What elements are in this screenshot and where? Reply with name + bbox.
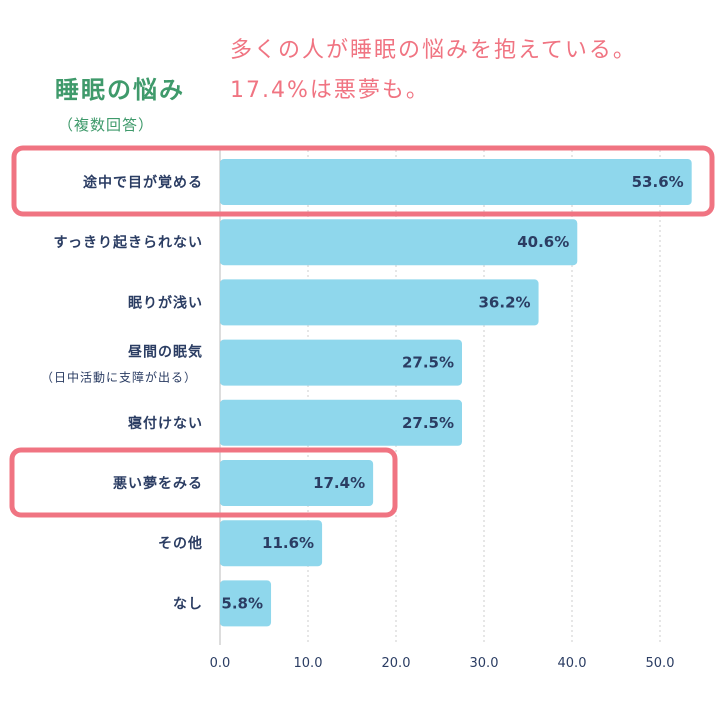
value-label: 36.2% [479, 293, 531, 311]
value-label: 53.6% [632, 173, 684, 191]
value-label: 27.5% [402, 354, 454, 372]
category-label: 寝付けない [128, 415, 203, 432]
bar [220, 520, 323, 567]
x-tick-label: 10.0 [294, 656, 323, 671]
headline-line1: 多くの人が睡眠の悩みを抱えている。 [230, 38, 637, 63]
x-tick-label: 40.0 [558, 656, 587, 671]
category-label: 昼間の眠気 [128, 344, 203, 361]
category-label: 眠りが浅い [128, 294, 203, 311]
value-label: 17.4% [313, 474, 365, 492]
value-label: 27.5% [402, 414, 454, 432]
value-label: 5.8% [221, 594, 263, 612]
highlight-box [9, 447, 398, 518]
x-tick-label: 0.0 [210, 656, 231, 671]
value-label: 40.6% [517, 233, 569, 251]
bar [220, 580, 272, 627]
highlight-box [11, 145, 715, 217]
category-label: その他 [158, 535, 203, 552]
x-tick-label: 30.0 [470, 656, 499, 671]
category-label: 悪い夢をみる [113, 475, 203, 492]
bar [220, 159, 692, 205]
value-label: 11.6% [262, 534, 314, 552]
bar [220, 399, 462, 446]
category-label: なし [173, 596, 203, 612]
bar [220, 279, 539, 326]
category-label: すっきり起きられない [54, 234, 203, 251]
category-label: 途中で目が覚める [83, 174, 203, 191]
bar [220, 219, 578, 266]
bar [220, 339, 462, 386]
x-tick-label: 50.0 [646, 656, 675, 671]
category-note: （日中活動に支障が出る） [41, 370, 197, 385]
headline-line2: 17.4%は悪夢も。 [230, 78, 430, 103]
x-tick-label: 20.0 [382, 656, 411, 671]
chart-title: 睡眠の悩み [55, 76, 185, 104]
chart-subtitle: （複数回答） [58, 116, 155, 134]
bar [220, 460, 374, 506]
